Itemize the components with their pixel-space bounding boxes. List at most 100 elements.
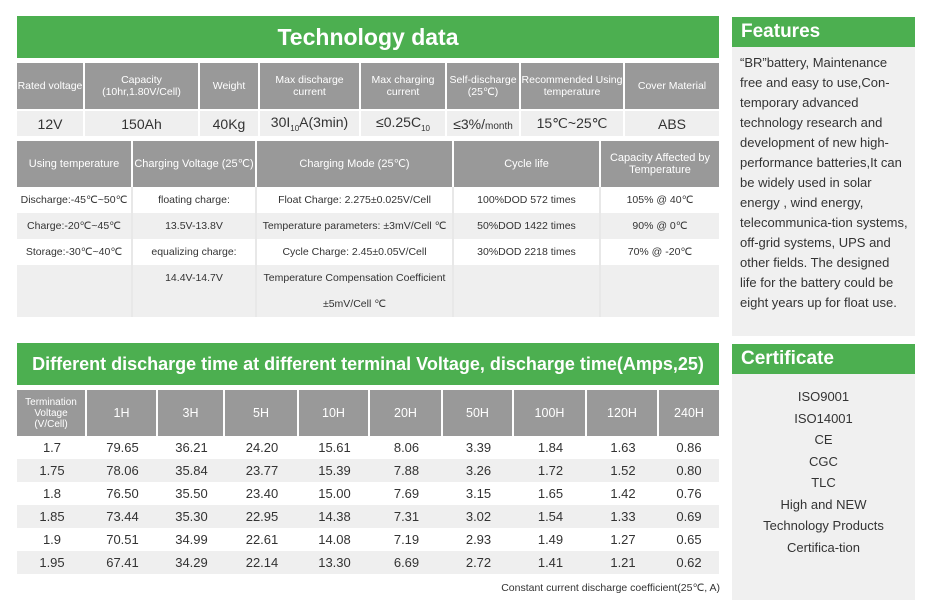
features-text: “BR”battery, Maintenance free and easy t… xyxy=(732,47,915,336)
discharge-current-cell: 0.86 xyxy=(659,436,719,459)
table-cell: 100%DOD 572 times xyxy=(454,187,601,213)
discharge-current-cell: 1.42 xyxy=(587,482,659,505)
header-cover-material: Cover Material xyxy=(625,63,719,109)
termination-voltage-cell: 1.9 xyxy=(17,528,87,551)
discharge-current-cell: 7.88 xyxy=(370,459,443,482)
termination-voltage-cell: 1.95 xyxy=(17,551,87,574)
discharge-current-cell: 24.20 xyxy=(225,436,299,459)
max-charging-sub: 10 xyxy=(421,123,430,133)
discharge-time-table: Termination Voltage (V/Cell) 1H 3H 5H 10… xyxy=(17,390,719,574)
discharge-current-cell: 2.93 xyxy=(443,528,514,551)
header-50h: 50H xyxy=(443,390,514,436)
max-discharge-main: 30I xyxy=(270,114,291,131)
discharge-current-cell: 35.84 xyxy=(158,459,225,482)
discharge-current-cell: 34.99 xyxy=(158,528,225,551)
discharge-current-cell: 7.31 xyxy=(370,505,443,528)
table-cell: ±5mV/Cell ℃ xyxy=(257,291,454,317)
table-cell: 13.5V-13.8V xyxy=(133,213,257,239)
discharge-current-cell: 1.21 xyxy=(587,551,659,574)
header-10h: 10H xyxy=(299,390,370,436)
discharge-current-cell: 14.08 xyxy=(299,528,370,551)
discharge-current-cell: 1.33 xyxy=(587,505,659,528)
termination-voltage-cell: 1.7 xyxy=(17,436,87,459)
discharge-current-cell: 6.69 xyxy=(370,551,443,574)
discharge-current-cell: 0.69 xyxy=(659,505,719,528)
value-capacity: 150Ah xyxy=(85,109,200,136)
discharge-current-cell: 23.77 xyxy=(225,459,299,482)
discharge-current-cell: 78.06 xyxy=(87,459,158,482)
discharge-current-cell: 3.39 xyxy=(443,436,514,459)
table-row: 1.95 67.41 34.29 22.14 13.30 6.69 2.72 1.41 1.21… xyxy=(17,551,719,574)
discharge-current-cell: 79.65 xyxy=(87,436,158,459)
discharge-current-cell: 36.21 xyxy=(158,436,225,459)
discharge-current-cell: 1.52 xyxy=(587,459,659,482)
certificate-item: ISO9001 xyxy=(797,389,850,404)
table-cell: Float Charge: 2.275±0.025V/Cell xyxy=(257,187,454,213)
certificate-item: CE xyxy=(814,432,833,447)
header-120h: 120H xyxy=(587,390,659,436)
table-cell: floating charge: xyxy=(133,187,257,213)
discharge-current-cell: 23.40 xyxy=(225,482,299,505)
discharge-table-title: Different discharge time at different te… xyxy=(17,343,719,385)
discharge-current-cell: 0.65 xyxy=(659,528,719,551)
table-row: Discharge:-45℃~50℃ floating charge: Floa… xyxy=(17,187,719,213)
discharge-current-cell: 70.51 xyxy=(87,528,158,551)
value-self-discharge: ≤3%/month xyxy=(447,109,521,136)
table-cell: Temperature parameters: ±3mV/Cell ℃ xyxy=(257,213,454,239)
discharge-current-cell: 15.00 xyxy=(299,482,370,505)
discharge-current-cell: 22.95 xyxy=(225,505,299,528)
table-cell: Cycle Charge: 2.45±0.05V/Cell xyxy=(257,239,454,265)
header-termination-voltage: Termination Voltage (V/Cell) xyxy=(17,390,87,436)
value-voltage: 12V xyxy=(17,109,85,136)
header-charging-voltage: Charging Voltage (25℃) xyxy=(133,141,257,187)
discharge-current-cell: 67.41 xyxy=(87,551,158,574)
table-cell xyxy=(133,291,257,317)
header-100h: 100H xyxy=(514,390,587,436)
table-row: 14.4V-14.7V Temperature Compensation Coe… xyxy=(17,265,719,291)
discharge-current-cell: 15.39 xyxy=(299,459,370,482)
discharge-current-cell: 0.76 xyxy=(659,482,719,505)
certificate-item: ISO14001 xyxy=(794,410,853,426)
table-cell: Storage:-30℃~40℃ xyxy=(17,239,133,265)
discharge-current-cell: 35.30 xyxy=(158,505,225,528)
header-rated-voltage: Rated voltage xyxy=(17,63,85,109)
table-row: ±5mV/Cell ℃ xyxy=(17,291,719,317)
header-3h: 3H xyxy=(158,390,225,436)
table-cell: 50%DOD 1422 times xyxy=(454,213,601,239)
header-capacity-temperature: Capacity Affected by Temperature xyxy=(601,141,719,187)
header-capacity: Capacity (10hr,1.80V/Cell) xyxy=(85,63,200,109)
header-weight: Weight xyxy=(200,63,260,109)
discharge-current-cell: 15.61 xyxy=(299,436,370,459)
table-cell: equalizing charge: xyxy=(133,239,257,265)
table-cell: Charge:-20℃~45℃ xyxy=(17,213,133,239)
discharge-current-cell: 1.54 xyxy=(514,505,587,528)
discharge-current-cell: 1.84 xyxy=(514,436,587,459)
certificate-item: CGC xyxy=(809,453,838,469)
value-max-discharge: 30I10A(3min) xyxy=(260,109,361,136)
self-discharge-unit: month xyxy=(485,120,513,132)
discharge-current-cell: 76.50 xyxy=(87,482,158,505)
table-cell xyxy=(17,265,133,291)
header-using-temperature: Using temperature xyxy=(17,141,133,187)
discharge-current-cell: 1.72 xyxy=(514,459,587,482)
value-max-charging: ≤0.25C10 xyxy=(361,109,447,136)
header-max-charging: Max charging current xyxy=(361,63,447,109)
table-cell xyxy=(454,291,601,317)
table-cell: Discharge:-45℃~50℃ xyxy=(17,187,133,213)
discharge-current-cell: 13.30 xyxy=(299,551,370,574)
technology-data-table: Rated voltage Capacity (10hr,1.80V/Cell)… xyxy=(17,63,719,136)
value-weight: 40Kg xyxy=(200,109,260,136)
discharge-current-cell: 1.63 xyxy=(587,436,659,459)
discharge-current-cell: 14.38 xyxy=(299,505,370,528)
table-cell: 105% @ 40℃ xyxy=(601,187,719,213)
discharge-current-cell: 73.44 xyxy=(87,505,158,528)
table-cell xyxy=(454,265,601,291)
certificate-item: High and NEW Technology Products Certifi… xyxy=(763,496,884,555)
certificate-title: Certificate xyxy=(732,344,915,374)
discharge-current-cell: 34.29 xyxy=(158,551,225,574)
certificate-list: ISO9001 ISO14001 CE CGC TLC High and NEW… xyxy=(732,386,915,558)
discharge-current-cell: 7.69 xyxy=(370,482,443,505)
header-max-discharge: Max discharge current xyxy=(260,63,361,109)
termination-voltage-cell: 1.85 xyxy=(17,505,87,528)
table-cell: Temperature Compensation Coefficient xyxy=(257,265,454,291)
